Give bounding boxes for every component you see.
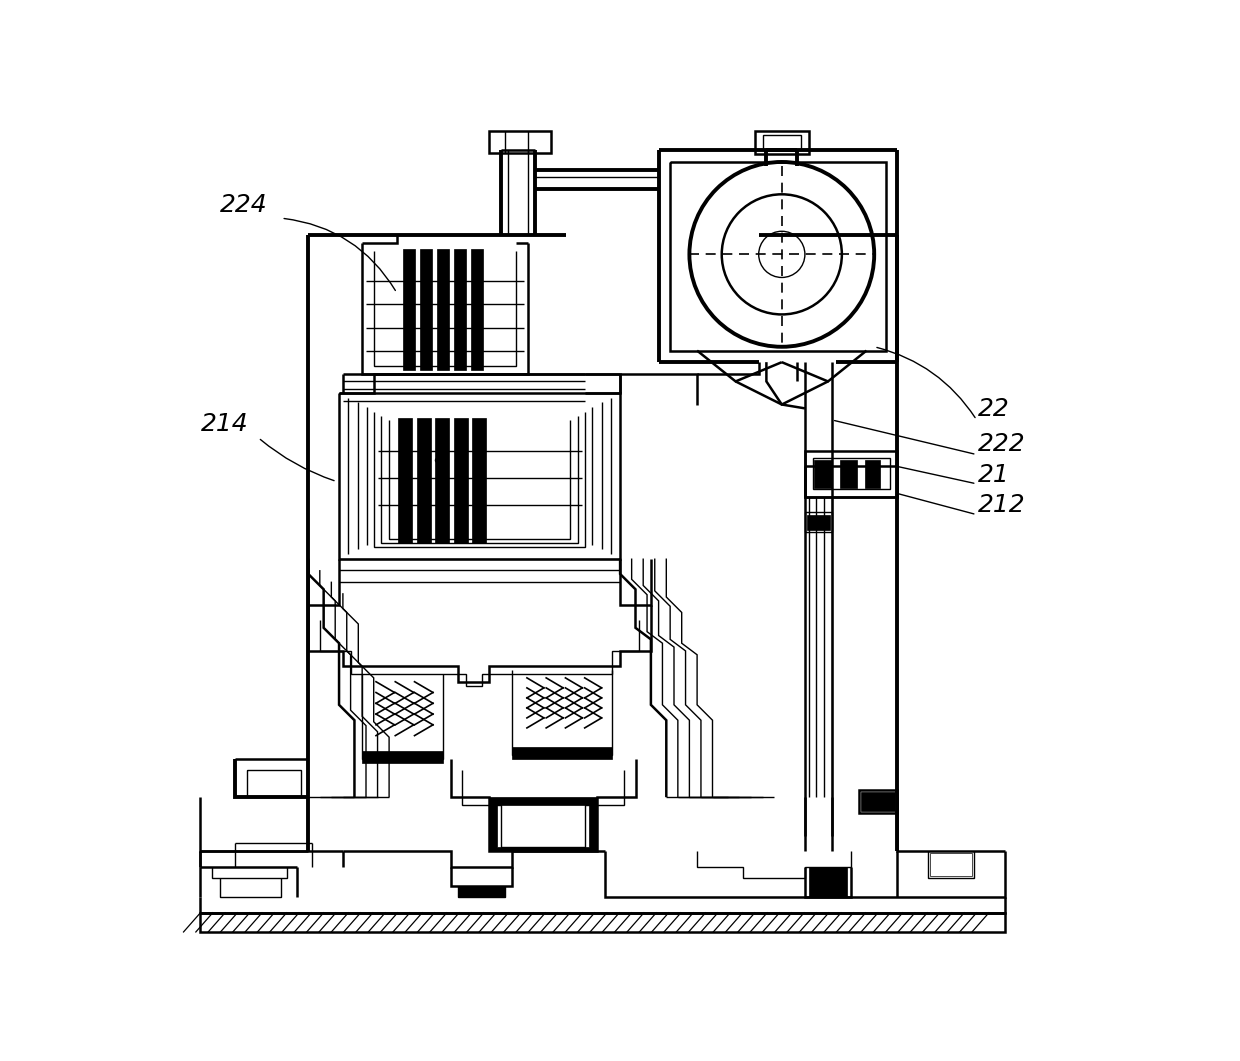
Polygon shape bbox=[866, 460, 880, 488]
Text: a: a bbox=[434, 450, 445, 468]
Bar bbox=[490, 132, 551, 153]
Polygon shape bbox=[362, 751, 443, 763]
Polygon shape bbox=[490, 797, 596, 851]
Polygon shape bbox=[436, 249, 449, 370]
Polygon shape bbox=[497, 805, 589, 848]
Text: 212: 212 bbox=[978, 493, 1025, 518]
Polygon shape bbox=[807, 515, 830, 530]
Text: 224: 224 bbox=[219, 193, 268, 218]
Text: 21: 21 bbox=[978, 463, 1009, 487]
Polygon shape bbox=[839, 460, 857, 488]
Bar bbox=[201, 912, 1006, 932]
Polygon shape bbox=[808, 867, 847, 898]
Polygon shape bbox=[861, 792, 895, 811]
Polygon shape bbox=[471, 249, 484, 370]
Polygon shape bbox=[219, 879, 281, 898]
Circle shape bbox=[759, 231, 805, 278]
Polygon shape bbox=[459, 886, 505, 898]
Bar bbox=[755, 132, 808, 154]
Polygon shape bbox=[454, 249, 466, 370]
Polygon shape bbox=[417, 418, 430, 543]
Text: 22: 22 bbox=[978, 397, 1009, 421]
Text: 222: 222 bbox=[978, 432, 1025, 456]
Circle shape bbox=[689, 162, 874, 347]
Text: 214: 214 bbox=[201, 413, 248, 436]
Bar bbox=[805, 512, 832, 532]
Bar bbox=[859, 789, 898, 813]
Polygon shape bbox=[472, 418, 486, 543]
Polygon shape bbox=[930, 853, 972, 875]
Polygon shape bbox=[454, 418, 467, 543]
Polygon shape bbox=[420, 249, 433, 370]
Polygon shape bbox=[403, 249, 415, 370]
Bar bbox=[812, 458, 889, 489]
Text: a: a bbox=[438, 276, 449, 294]
Polygon shape bbox=[512, 747, 613, 759]
Polygon shape bbox=[435, 418, 449, 543]
Polygon shape bbox=[815, 460, 832, 488]
Bar bbox=[805, 451, 898, 497]
Circle shape bbox=[722, 194, 842, 314]
Polygon shape bbox=[398, 418, 412, 543]
Bar bbox=[763, 135, 801, 151]
